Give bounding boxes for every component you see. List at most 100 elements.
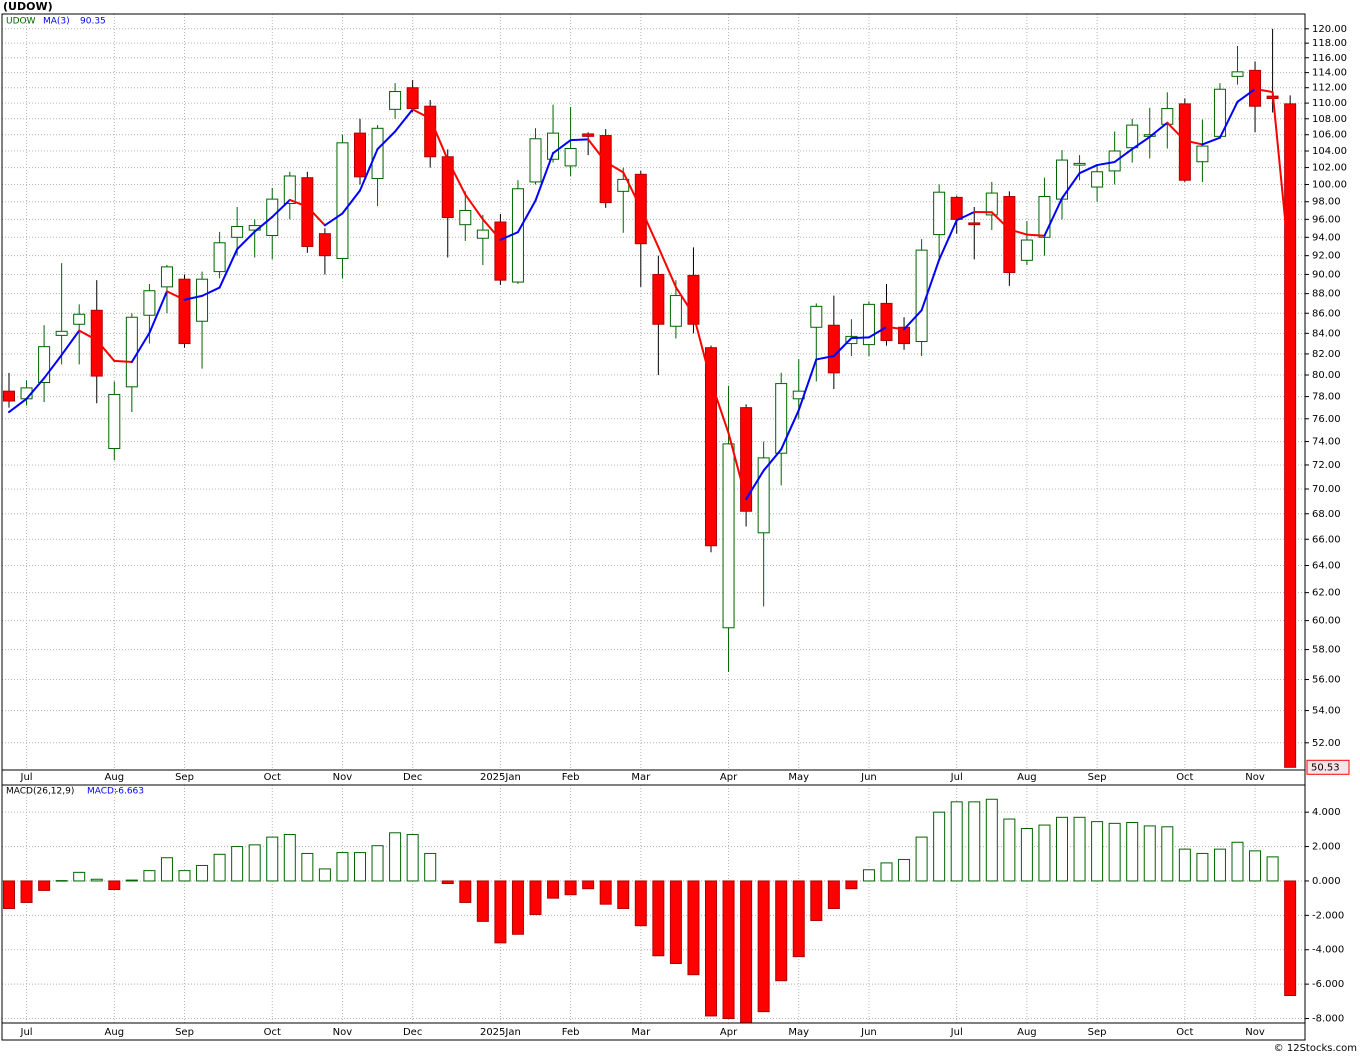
candle-body [1020, 239, 1033, 261]
y-tick-label: 78.00 [1312, 392, 1341, 403]
macd-bar [722, 880, 735, 1020]
x-tick-label: Nov [333, 772, 353, 783]
macd-bar [564, 880, 577, 896]
candle-body [1073, 162, 1086, 166]
candle-body [389, 91, 402, 110]
macd-bar [406, 834, 419, 882]
ma-segment [516, 199, 537, 234]
ma-segment [429, 117, 449, 161]
ma-segment [1008, 228, 1028, 236]
y-tick-label: 76.00 [1312, 414, 1341, 425]
candle-body [1126, 124, 1139, 149]
ma-segment [692, 313, 712, 383]
ma-segment [323, 212, 344, 227]
candle-body [1196, 145, 1209, 163]
candle-body [38, 346, 51, 384]
candle-body [547, 132, 560, 160]
y-tick-label: 70.00 [1312, 484, 1341, 495]
ma-segment [832, 337, 853, 358]
ma-segment [183, 294, 204, 301]
ma-segment [341, 189, 361, 215]
x-tick-label: Nov [1245, 1027, 1265, 1038]
candle-body [775, 383, 788, 454]
ma-segment [218, 248, 239, 289]
ma-segment [25, 377, 46, 400]
y-tick-label: 2.000 [1312, 842, 1341, 853]
axes: 52.00 54.00 56.00 58.00 60.00 62.00 64.00 66.00… [20, 24, 1350, 1038]
candle-body [55, 330, 68, 336]
macd-bar [1231, 841, 1244, 882]
y-tick-label: 62.00 [1312, 588, 1341, 599]
candle-body [143, 290, 156, 316]
ma-segment [569, 138, 590, 142]
candle-body [196, 278, 209, 322]
macd-bar [1038, 824, 1051, 882]
ma-segment [1236, 88, 1257, 103]
candle-body [740, 407, 753, 512]
chart-title: (UDOW) [3, 0, 53, 13]
ma-segment [201, 286, 221, 297]
x-tick-label: Aug [1017, 772, 1037, 783]
candle-body [354, 132, 366, 178]
candle-body [1231, 71, 1244, 77]
y-tick-label: 66.00 [1312, 534, 1341, 545]
ma-segment [95, 339, 116, 362]
macd-bar [634, 880, 647, 927]
ma-segment [148, 290, 168, 335]
macd-bar [476, 880, 489, 922]
macd-bar [1073, 816, 1086, 882]
candle-body [810, 305, 823, 328]
ma-segment [1025, 233, 1046, 237]
macd-bar [1161, 826, 1174, 882]
candle-body [108, 393, 121, 450]
macd-bar [1196, 852, 1209, 882]
ma-segment [359, 148, 379, 192]
ma-segment [1201, 136, 1221, 146]
y-tick-label: -4.000 [1312, 945, 1344, 956]
ma-segment [1131, 135, 1151, 151]
macd-value: -6.663 [115, 787, 144, 797]
candle-body [90, 309, 103, 377]
macd-bar [1266, 856, 1279, 882]
y-tick-label: -8.000 [1312, 1014, 1344, 1025]
ma-segment [113, 359, 133, 363]
ma-segment [552, 139, 572, 155]
candle-body [1038, 196, 1051, 238]
x-tick-label: Oct [264, 1027, 281, 1038]
candle-body [827, 324, 840, 374]
ma-segment [622, 171, 642, 210]
macd-bar [248, 844, 261, 882]
y-tick-label: 100.00 [1312, 179, 1347, 190]
macd-bar [108, 880, 121, 891]
y-tick-label: 90.00 [1312, 269, 1341, 280]
candle-body [687, 274, 700, 325]
x-tick-label: Oct [1176, 772, 1193, 783]
y-tick-label: 60.00 [1312, 616, 1341, 627]
ma-segment [165, 290, 186, 301]
macd-bar [55, 880, 68, 882]
candle-body [1003, 196, 1016, 274]
macd-bar [90, 878, 103, 882]
macd-bar [547, 880, 560, 899]
ma-segment [8, 397, 28, 414]
candle-body [705, 347, 717, 547]
y-tick-label: 106.00 [1312, 130, 1347, 141]
candle-body [529, 138, 542, 183]
macd-bar [687, 880, 700, 976]
x-tick-label: Sep [175, 772, 194, 783]
x-tick-label: 2025Jan [480, 1027, 521, 1038]
x-tick-label: Mar [631, 772, 651, 783]
ma-segment [955, 210, 976, 222]
candle-body [3, 390, 15, 402]
y-tick-label: 74.00 [1312, 437, 1341, 448]
ma-segment [815, 355, 835, 361]
candle-body [1161, 108, 1174, 125]
y-tick-label: 96.00 [1312, 214, 1341, 225]
ma-segment [253, 215, 274, 233]
macd-bar [775, 880, 788, 982]
x-tick-label: Oct [264, 772, 281, 783]
y-tick-label: 86.00 [1312, 308, 1341, 319]
ma-segment [587, 138, 607, 163]
